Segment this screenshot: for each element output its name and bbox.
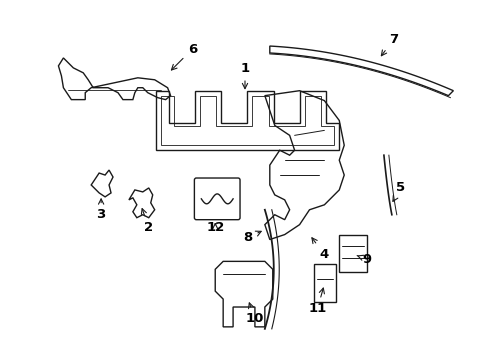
Text: 7: 7 [381, 33, 398, 56]
Bar [339, 235, 366, 272]
Text: 4: 4 [311, 238, 328, 261]
Text: 9: 9 [356, 253, 371, 266]
Text: 6: 6 [171, 42, 197, 70]
Text: 11: 11 [307, 288, 326, 315]
Text: 12: 12 [205, 221, 224, 234]
Text: 5: 5 [392, 181, 405, 201]
Text: 3: 3 [96, 199, 105, 221]
Text: 1: 1 [240, 62, 249, 89]
Text: 8: 8 [243, 231, 261, 244]
Text: 10: 10 [245, 303, 264, 325]
Text: 2: 2 [141, 208, 153, 234]
Bar [314, 264, 336, 302]
